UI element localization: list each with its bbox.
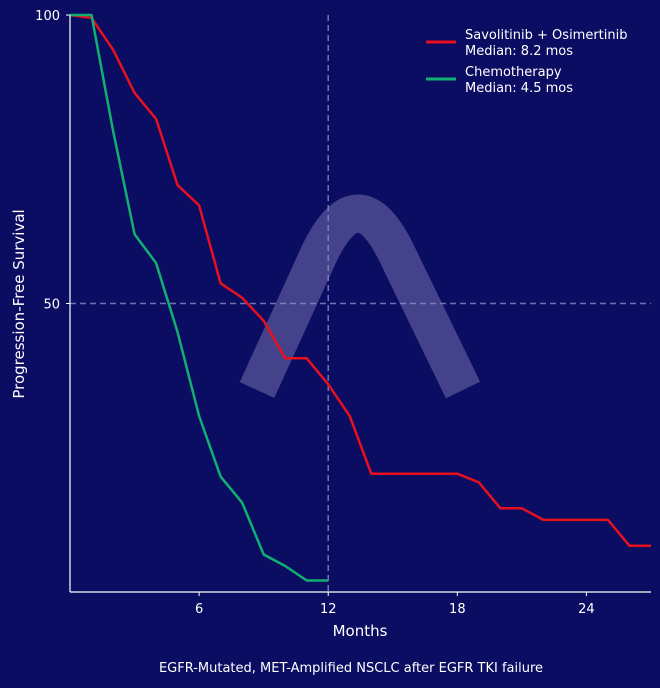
series-group: [69, 13, 651, 582]
ticks-group: 6 12 18 24 50 100: [35, 9, 595, 617]
watermark-logo: [239, 194, 481, 399]
y-tick-label: 50: [43, 298, 60, 313]
x-tick-label: 6: [195, 602, 203, 617]
x-tick-label: 24: [578, 602, 595, 617]
y-axis-label: Progression-Free Survival: [10, 209, 28, 398]
chart-caption: EGFR-Mutated, MET-Amplified NSCLC after …: [159, 661, 543, 676]
legend-label-savolitinib: Savolitinib + Osimertinib: [465, 28, 628, 43]
x-tick-label: 12: [320, 602, 337, 617]
x-axis-label: Months: [333, 622, 388, 640]
legend: Savolitinib + Osimertinib Median: 8.2 mo…: [426, 28, 628, 96]
series-line-savolitinib: [69, 13, 651, 548]
x-tick-label: 18: [449, 602, 466, 617]
series-line-chemotherapy: [70, 13, 329, 582]
legend-median-chemotherapy: Median: 4.5 mos: [465, 81, 573, 96]
legend-median-savolitinib: Median: 8.2 mos: [465, 44, 573, 59]
legend-label-chemotherapy: Chemotherapy: [465, 65, 562, 80]
reference-lines: [70, 15, 651, 592]
y-tick-label: 100: [35, 9, 60, 24]
